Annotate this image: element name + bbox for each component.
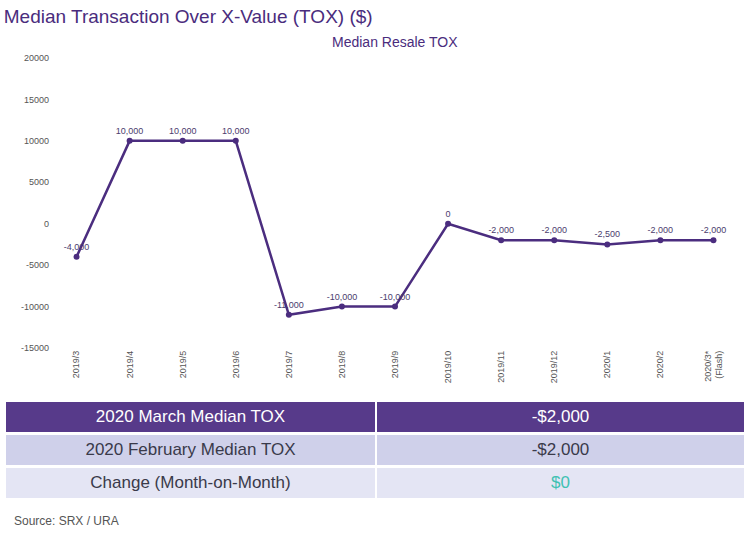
svg-text:2019/12: 2019/12 — [549, 351, 559, 384]
html-text:Source: SRX / URA: Source: SRX / URA — [14, 514, 119, 528]
svg-text:2020/3*(Flash): 2020/3*(Flash) — [703, 350, 725, 382]
html-text:2020 February Median TOX: 2020 February Median TOX — [85, 440, 296, 459]
svg-text:-2,000: -2,000 — [701, 225, 727, 235]
svg-text:-5000: -5000 — [26, 260, 49, 270]
svg-text:Median Transaction Over X-Valu: Median Transaction Over X-Value (TOX) ($… — [4, 6, 373, 27]
svg-text:-10,000: -10,000 — [327, 292, 358, 302]
svg-text:-2,500: -2,500 — [595, 229, 621, 239]
svg-text:2019/9: 2019/9 — [390, 351, 400, 379]
svg-text:10000: 10000 — [24, 136, 49, 146]
html-text:-$2,000: -$2,000 — [531, 440, 590, 459]
svg-text:10,000: 10,000 — [169, 126, 197, 136]
svg-text:-2,000: -2,000 — [488, 225, 514, 235]
svg-text:-10,000: -10,000 — [380, 292, 411, 302]
svg-text:2020/1: 2020/1 — [602, 351, 612, 379]
html-text:2020 March Median TOX: 2020 March Median TOX — [95, 407, 286, 426]
svg-text:-4,000: -4,000 — [64, 242, 90, 252]
svg-text:0: 0 — [44, 219, 49, 229]
svg-text:-11,000: -11,000 — [274, 300, 304, 310]
html-text:-$2,000: -$2,000 — [531, 407, 590, 426]
svg-text:2019/3: 2019/3 — [71, 351, 81, 379]
svg-text:-15000: -15000 — [21, 343, 49, 353]
svg-text:2019/7: 2019/7 — [284, 351, 294, 379]
svg-text:2019/8: 2019/8 — [337, 351, 347, 379]
svg-text:0: 0 — [446, 209, 451, 219]
svg-text:-10000: -10000 — [21, 302, 49, 312]
svg-text:2020/2: 2020/2 — [655, 351, 665, 379]
svg-text:10,000: 10,000 — [116, 126, 144, 136]
svg-text:-2,000: -2,000 — [648, 225, 674, 235]
svg-text:2019/4: 2019/4 — [125, 351, 135, 379]
svg-text:5000: 5000 — [29, 177, 49, 187]
html-text:Change (Month-on-Month): Change (Month-on-Month) — [90, 473, 291, 492]
html-text:$0: $0 — [551, 473, 570, 492]
svg-text:20000: 20000 — [24, 53, 49, 63]
svg-text:-2,000: -2,000 — [541, 225, 567, 235]
svg-text:2019/5: 2019/5 — [178, 351, 188, 379]
svg-text:2019/10: 2019/10 — [443, 351, 453, 384]
svg-text:15000: 15000 — [24, 95, 49, 105]
svg-text:Median Resale TOX: Median Resale TOX — [332, 34, 458, 50]
svg-text:10,000: 10,000 — [222, 126, 250, 136]
svg-text:2019/6: 2019/6 — [231, 351, 241, 379]
svg-text:2019/11: 2019/11 — [496, 351, 506, 383]
